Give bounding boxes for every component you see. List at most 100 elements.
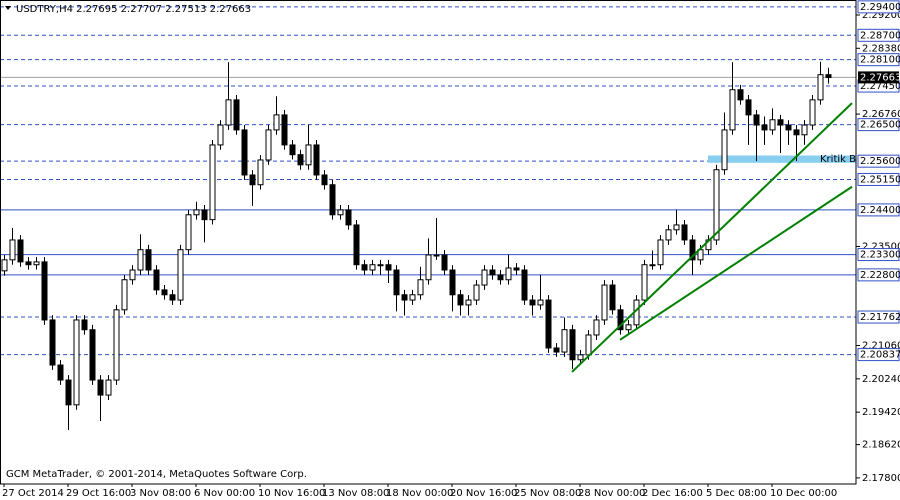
candle-body <box>553 347 560 353</box>
level-label: 2.21762 <box>860 312 900 323</box>
level-label-box <box>857 0 900 14</box>
level-label: 2.24400 <box>860 205 900 216</box>
candle-body <box>369 264 376 271</box>
candle-body <box>321 174 328 186</box>
candle-body <box>657 239 664 266</box>
candle-body <box>81 319 88 331</box>
candle-body <box>193 209 200 216</box>
candle-body <box>201 209 208 221</box>
candle-body <box>33 261 40 266</box>
candle-body <box>169 294 176 301</box>
candle-body <box>289 144 296 156</box>
level-label: 2.25150 <box>860 174 900 185</box>
candle-body <box>297 154 304 166</box>
trendline <box>571 102 853 373</box>
zone-label: Kritik B <box>820 154 856 165</box>
candle-body <box>185 214 192 251</box>
candle-body <box>513 267 520 271</box>
candle-body <box>489 269 496 276</box>
candle-body <box>441 254 448 271</box>
candle-body <box>593 319 600 336</box>
x-tick-label: 5 Dec 08:00 <box>706 488 767 499</box>
y-tick-label: 2.17800 <box>862 473 900 484</box>
candle-body <box>649 264 656 267</box>
zone <box>708 155 856 163</box>
candle-body <box>113 309 120 381</box>
candle-body <box>417 279 424 296</box>
candle-body <box>305 144 312 166</box>
candle-body <box>377 264 384 267</box>
last-price-box <box>858 71 899 84</box>
level-label-box <box>857 268 900 282</box>
candle-body <box>801 124 808 136</box>
candle-body <box>769 119 776 131</box>
candle-body <box>345 209 352 226</box>
candle-body <box>681 224 688 241</box>
candle-body <box>433 254 440 257</box>
candle-body <box>57 364 64 381</box>
x-tick-label: 2 Dec 16:00 <box>642 488 703 499</box>
candle-body <box>449 269 456 296</box>
candle-body <box>521 269 528 301</box>
candle-body <box>713 169 720 241</box>
x-tick-label: 18 Nov 00:00 <box>386 488 453 499</box>
level-label: 2.22800 <box>860 270 900 281</box>
candle-body <box>785 124 792 131</box>
candle-body <box>729 89 736 131</box>
candle-body <box>561 329 568 353</box>
level-label-box <box>857 154 900 168</box>
candle-body <box>265 129 272 161</box>
candle-body <box>505 267 512 281</box>
y-tick-label: 2.18620 <box>862 440 900 451</box>
level-label-box <box>857 310 900 324</box>
x-tick-label: 29 Oct 16:00 <box>66 488 131 499</box>
plot-area: Kritik B <box>0 6 856 430</box>
candle-body <box>625 324 632 331</box>
candle-body <box>241 129 248 176</box>
candle-body <box>233 99 240 131</box>
candle-body <box>41 261 48 321</box>
candle-body <box>537 299 544 306</box>
y-tick-label: 2.21060 <box>862 341 900 352</box>
level-label: 2.20837 <box>860 350 900 361</box>
level-label: 2.29400 <box>860 2 900 13</box>
candle-body <box>641 264 648 301</box>
level-label: 2.25600 <box>860 156 900 167</box>
candle-body <box>393 269 400 296</box>
candle-body <box>745 99 752 116</box>
candle-body <box>585 334 592 356</box>
level-label: 2.23300 <box>860 250 900 261</box>
candle-body <box>225 99 232 126</box>
candle-body <box>177 249 184 301</box>
candle-body <box>105 379 112 396</box>
level-label-box <box>857 172 900 186</box>
candle-body <box>473 284 480 301</box>
candle-body <box>529 299 536 306</box>
y-tick-label: 2.28380 <box>862 43 900 54</box>
x-tick-label: 20 Nov 16:00 <box>450 488 517 499</box>
y-tick-label: 2.26760 <box>862 109 900 120</box>
candle-body <box>601 284 608 321</box>
candle-body <box>673 224 680 231</box>
candle-body <box>481 269 488 286</box>
plot-frame <box>0 0 857 485</box>
x-tick-label: 13 Nov 08:00 <box>322 488 389 499</box>
candle-body <box>121 279 128 311</box>
candle-body <box>217 124 224 146</box>
menu-arrow[interactable] <box>5 6 11 10</box>
candle-body <box>721 129 728 171</box>
last-price-label: 2.27663 <box>860 72 900 83</box>
candle-body <box>577 354 584 361</box>
candle-body <box>817 74 824 101</box>
candle-body <box>209 144 216 221</box>
candle-body <box>425 254 432 281</box>
candle-body <box>273 114 280 131</box>
candle-body <box>89 329 96 381</box>
candle-body <box>25 261 32 266</box>
y-tick-label: 2.20240 <box>862 374 900 385</box>
x-tick-label: 28 Nov 00:00 <box>578 488 645 499</box>
y-tick-label: 2.19420 <box>862 407 900 418</box>
candle-body <box>737 89 744 101</box>
candle-body <box>281 114 288 146</box>
